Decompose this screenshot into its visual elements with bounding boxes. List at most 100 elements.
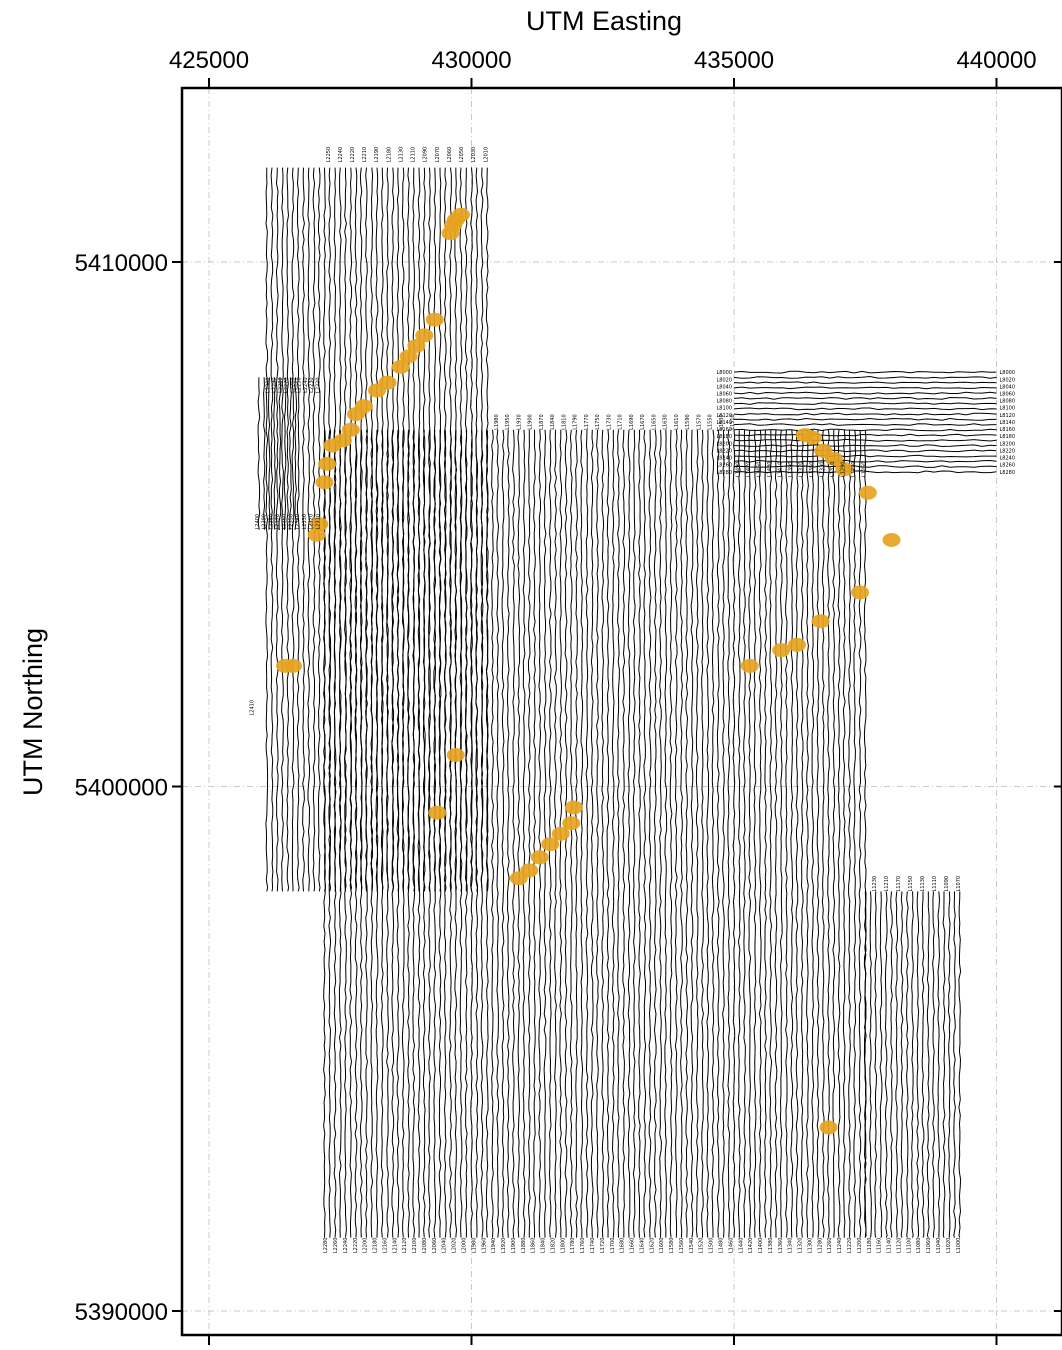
- anomaly-marker: [564, 800, 583, 815]
- y-axis-title: UTM Northing: [18, 628, 48, 796]
- line-label-bottom: L1040: [936, 1238, 942, 1254]
- line-label-top: L2220: [350, 147, 356, 163]
- flight-line-ns: [569, 429, 573, 1238]
- line-label-left: L8020: [716, 377, 732, 383]
- anomaly-marker: [391, 359, 410, 374]
- line-label-top: L1310: [830, 462, 836, 478]
- flight-line-ns: [606, 429, 610, 1238]
- flight-line-ns: [407, 429, 410, 1238]
- anomaly-marker: [835, 462, 854, 477]
- line-label-top: L1090: [944, 876, 950, 892]
- flight-line-ns: [491, 429, 494, 1238]
- line-label-top: L2060: [447, 147, 453, 163]
- anomaly-marker: [276, 658, 295, 673]
- line-label-top: L1750: [595, 414, 601, 430]
- flight-line-ns: [837, 429, 841, 1238]
- line-label-bottom: L2230: [309, 377, 315, 393]
- flight-line-ns: [281, 167, 284, 892]
- line-label-top: L1390: [788, 462, 794, 478]
- line-label-top: L1730: [606, 414, 612, 430]
- flight-line-ns: [900, 891, 904, 1238]
- flight-line-ns: [664, 429, 668, 1238]
- line-label-bottom: L1960: [481, 1238, 487, 1254]
- line-label-top: L1710: [618, 414, 624, 430]
- line-label-bottom: L1800: [560, 1238, 566, 1254]
- flight-line-ns: [349, 167, 353, 892]
- line-label-bottom: L1320: [798, 1238, 804, 1254]
- flight-line-ns: [674, 429, 678, 1238]
- flight-line-ns: [412, 429, 416, 1238]
- anomaly-marker: [441, 226, 460, 241]
- flight-line-ew: [733, 396, 997, 400]
- flight-line-ns: [737, 429, 741, 1238]
- line-label-top: L1290: [840, 462, 846, 478]
- line-label-top: L2110: [411, 147, 417, 163]
- flight-line-ns: [832, 429, 836, 1238]
- anomaly-marker: [347, 407, 365, 422]
- flight-line-ew: [733, 381, 997, 384]
- line-label-left: L8240: [716, 456, 732, 462]
- line-label-bottom: L2240: [343, 1238, 349, 1254]
- line-label-left: L8040: [716, 384, 732, 390]
- line-label-right: L8080: [1000, 399, 1016, 405]
- anomaly-marker: [851, 585, 869, 600]
- flight-line-ns: [522, 429, 526, 1238]
- line-label-bottom: L2160: [382, 1238, 388, 1254]
- flight-line-ns: [632, 429, 636, 1238]
- flight-line-ns: [732, 429, 736, 1238]
- flight-line-ns: [905, 891, 909, 1238]
- line-label-bottom: L1540: [689, 1238, 695, 1254]
- y-tick-label: 5390000: [75, 1299, 168, 1326]
- line-label-bottom: L2280: [323, 1238, 329, 1254]
- flight-line-ns: [706, 429, 710, 1238]
- flight-line-ns: [638, 429, 641, 1238]
- flight-line-ew: [733, 465, 997, 468]
- line-label-top: L1130: [920, 876, 926, 892]
- flight-line-ns: [911, 891, 914, 1238]
- line-label-bottom: L2020: [452, 1238, 458, 1254]
- flight-line-ns: [527, 429, 531, 1238]
- line-label-bottom: L1680: [620, 1238, 626, 1254]
- line-label-top: L1670: [640, 414, 646, 430]
- anomaly-marker: [452, 207, 470, 222]
- x-tick-label: 425000: [169, 47, 249, 74]
- line-label-bottom: L1640: [639, 1238, 645, 1254]
- line-label-top: L1250: [861, 462, 867, 478]
- line-label-top: L1150: [908, 876, 914, 892]
- flight-line-ns: [302, 167, 305, 892]
- line-label-bottom: L2250: [296, 377, 302, 393]
- anomaly-marker: [819, 1120, 838, 1135]
- flight-line-ns: [701, 429, 704, 1238]
- line-label-bottom: L1900: [511, 1238, 517, 1254]
- line-label-bottom: L1740: [590, 1238, 596, 1254]
- line-label-top: L2070: [435, 147, 441, 163]
- flight-line-ew: [733, 391, 997, 395]
- anomaly-marker: [323, 438, 342, 453]
- line-label-top: L2360: [282, 514, 288, 530]
- flight-line-ns: [386, 429, 389, 1238]
- line-label-left: L8060: [716, 391, 732, 397]
- anomaly-marker: [425, 312, 444, 327]
- line-label-top: L2050: [459, 147, 465, 163]
- line-label-top: L1870: [539, 414, 545, 430]
- flight-line-ns: [438, 429, 442, 1238]
- line-label-left: L8200: [716, 441, 732, 447]
- flight-line-ns: [916, 891, 920, 1238]
- line-label-bottom: L2280: [278, 377, 284, 393]
- line-label-right: L8000: [1000, 370, 1016, 376]
- line-label-top: L2380: [268, 514, 274, 530]
- flight-line-ns: [401, 429, 405, 1238]
- line-label-top: L2330: [302, 514, 308, 530]
- line-label-bottom: L1300: [807, 1238, 813, 1254]
- line-label-left: L8000: [716, 370, 732, 376]
- line-label-top: L1810: [561, 414, 567, 430]
- anomaly-marker: [407, 338, 426, 353]
- flight-line-ew: [733, 402, 997, 405]
- line-label-right: L8180: [1000, 434, 1016, 440]
- line-label-bottom: L1360: [778, 1238, 784, 1254]
- flight-line-ns: [622, 429, 626, 1238]
- flight-line-ns: [449, 429, 452, 1238]
- line-label-bottom: L1060: [926, 1238, 932, 1254]
- flight-line-ns: [753, 429, 757, 1238]
- flight-line-ns: [485, 429, 489, 1238]
